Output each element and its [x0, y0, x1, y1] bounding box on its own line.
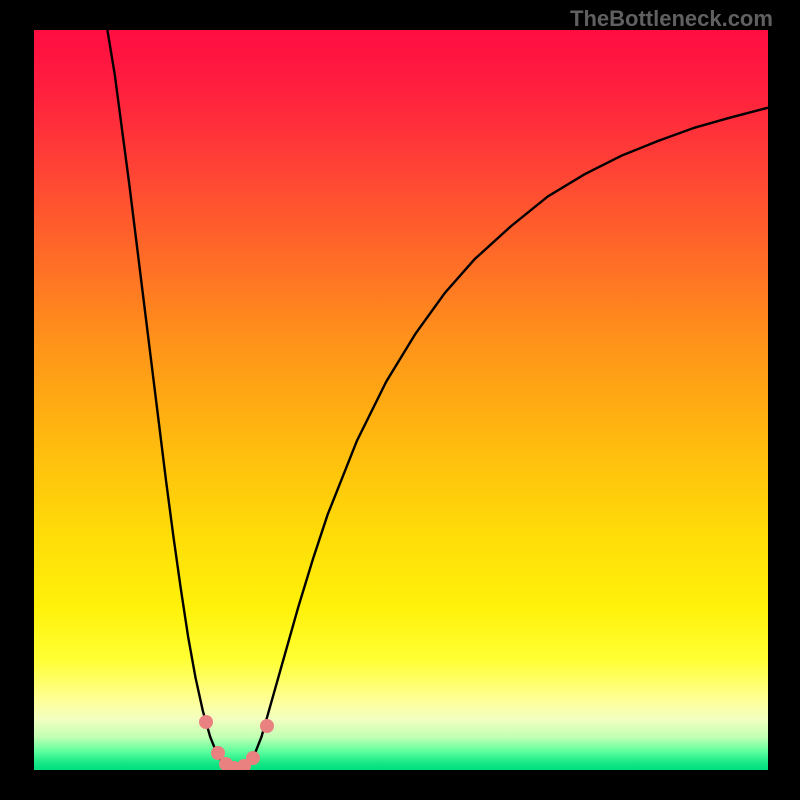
data-marker — [246, 751, 260, 765]
attribution-text: TheBottleneck.com — [570, 6, 773, 32]
data-marker — [260, 719, 274, 733]
markers-layer — [34, 30, 768, 770]
plot-area — [34, 30, 768, 770]
data-marker — [199, 715, 213, 729]
